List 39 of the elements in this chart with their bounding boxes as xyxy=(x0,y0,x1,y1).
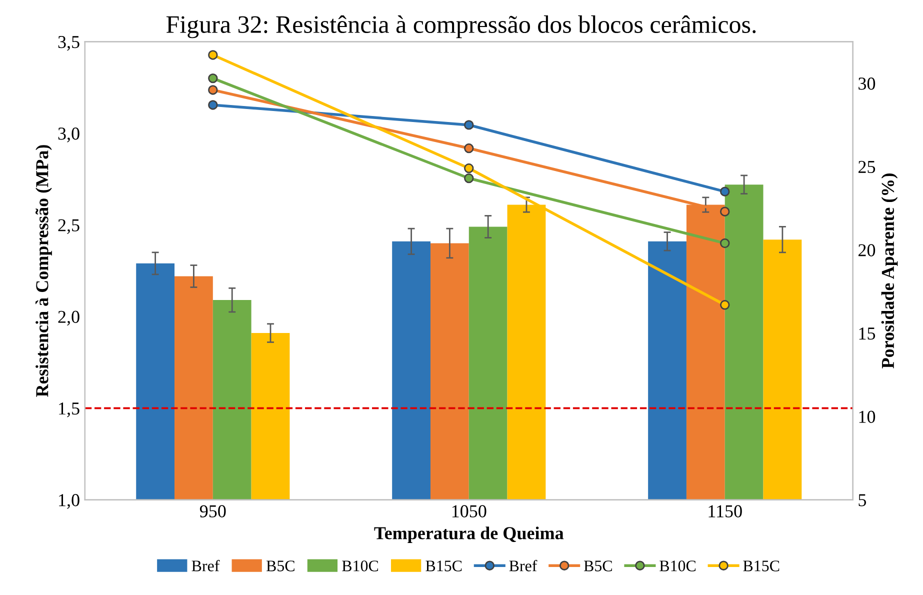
y2-tick-label: 10 xyxy=(859,410,876,423)
point xyxy=(208,85,218,95)
legend-label: B15C xyxy=(743,560,780,572)
point xyxy=(464,173,474,184)
legend-label: Bref xyxy=(509,560,538,572)
point xyxy=(208,73,218,84)
y2-tick-label: 25 xyxy=(858,160,876,174)
point xyxy=(720,186,730,196)
legend-label: Bref xyxy=(192,560,220,572)
x-tick-label: 1050 xyxy=(452,505,486,518)
point xyxy=(464,163,474,174)
y-tick-label: 1,5 xyxy=(59,402,80,418)
x-tick-label: 1150 xyxy=(708,505,742,518)
legend-label: B10C xyxy=(342,560,378,572)
point xyxy=(208,100,218,110)
y-tick-label: 1,0 xyxy=(59,494,80,509)
legend-label: B5C xyxy=(266,560,294,572)
legend-label: B10C xyxy=(660,560,696,572)
point xyxy=(464,143,474,154)
y2-tick-label: 15 xyxy=(859,328,876,340)
y-tick-label: 3,0 xyxy=(58,128,80,142)
point xyxy=(208,50,218,60)
point xyxy=(720,238,730,248)
point xyxy=(720,206,730,216)
y-axis-title: Resistencia à Compressão (MPa) xyxy=(36,145,52,397)
y2-tick-label: 30 xyxy=(858,78,876,90)
y-tick-label: 2,5 xyxy=(58,219,80,234)
point xyxy=(720,300,730,310)
chart-title: Figura 32: Resistência à compressão dos blocos cerâmicos. xyxy=(166,15,756,38)
y2-axis-title: Porosidade Aparente (%) xyxy=(881,174,898,368)
y-tick-label: 2,0 xyxy=(58,310,80,326)
legend-label: B15C xyxy=(426,560,462,572)
x-tick-label: 950 xyxy=(200,505,226,518)
y2-tick-label: 20 xyxy=(858,244,876,256)
y-tick-label: 3,5 xyxy=(58,36,80,51)
y2-tick-label: 5 xyxy=(858,494,866,506)
point xyxy=(464,120,474,130)
legend-label: B5C xyxy=(584,560,612,572)
x-axis-title: Temperatura de Queima xyxy=(374,526,564,543)
